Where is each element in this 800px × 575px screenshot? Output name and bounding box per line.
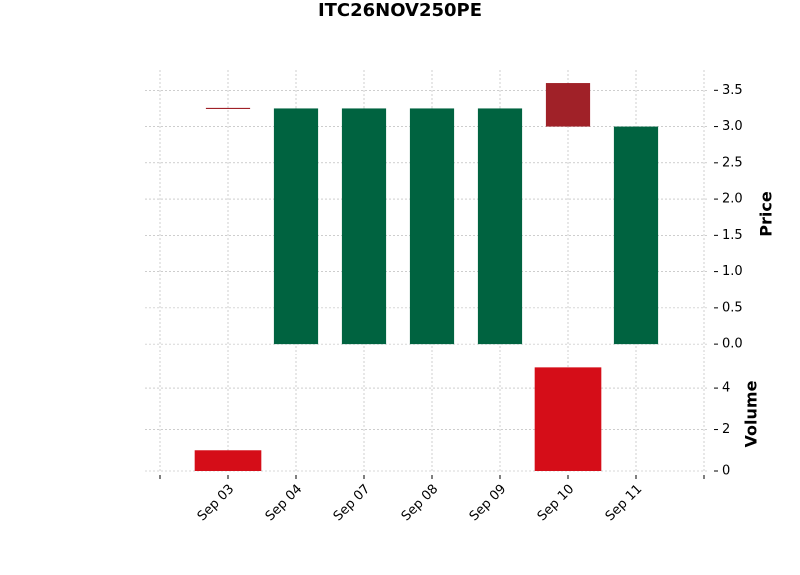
y-tick-label: 2.5	[722, 155, 743, 170]
y2-tick-label: 2	[722, 422, 730, 437]
volume-bar	[534, 367, 602, 471]
x-tick-label: Sep 03	[195, 482, 238, 525]
y-tick-label: 3.5	[722, 83, 743, 98]
x-tick-label: Sep 11	[603, 482, 646, 525]
y2-tick-label: 4	[722, 381, 730, 396]
y-tick-label: 1.5	[722, 228, 743, 243]
candle-body	[273, 108, 319, 345]
x-tick-label: Sep 07	[331, 482, 374, 525]
candle-body	[341, 108, 387, 345]
chart-title: ITC26NOV250PE	[318, 0, 482, 21]
x-tick-label: Sep 09	[467, 482, 510, 525]
y-tick-label: 2.0	[722, 192, 743, 207]
volume-bar	[194, 450, 262, 471]
y2-tick-label: 0	[722, 464, 730, 479]
candle-body	[409, 108, 455, 345]
y-tick-label: 0.0	[722, 337, 743, 352]
y-tick-label: 1.0	[722, 264, 743, 279]
y-axis-label: Price	[757, 191, 776, 237]
x-tick-label: Sep 04	[263, 482, 306, 525]
y-tick-label: 3.0	[722, 119, 743, 134]
candle-body	[613, 126, 659, 345]
y-tick-label: 0.5	[722, 300, 743, 315]
x-tick-label: Sep 10	[535, 482, 578, 525]
candle-body	[545, 83, 591, 127]
candle-body	[477, 108, 523, 345]
y2-axis-label: Volume	[742, 380, 761, 447]
x-tick-label: Sep 08	[399, 482, 442, 525]
